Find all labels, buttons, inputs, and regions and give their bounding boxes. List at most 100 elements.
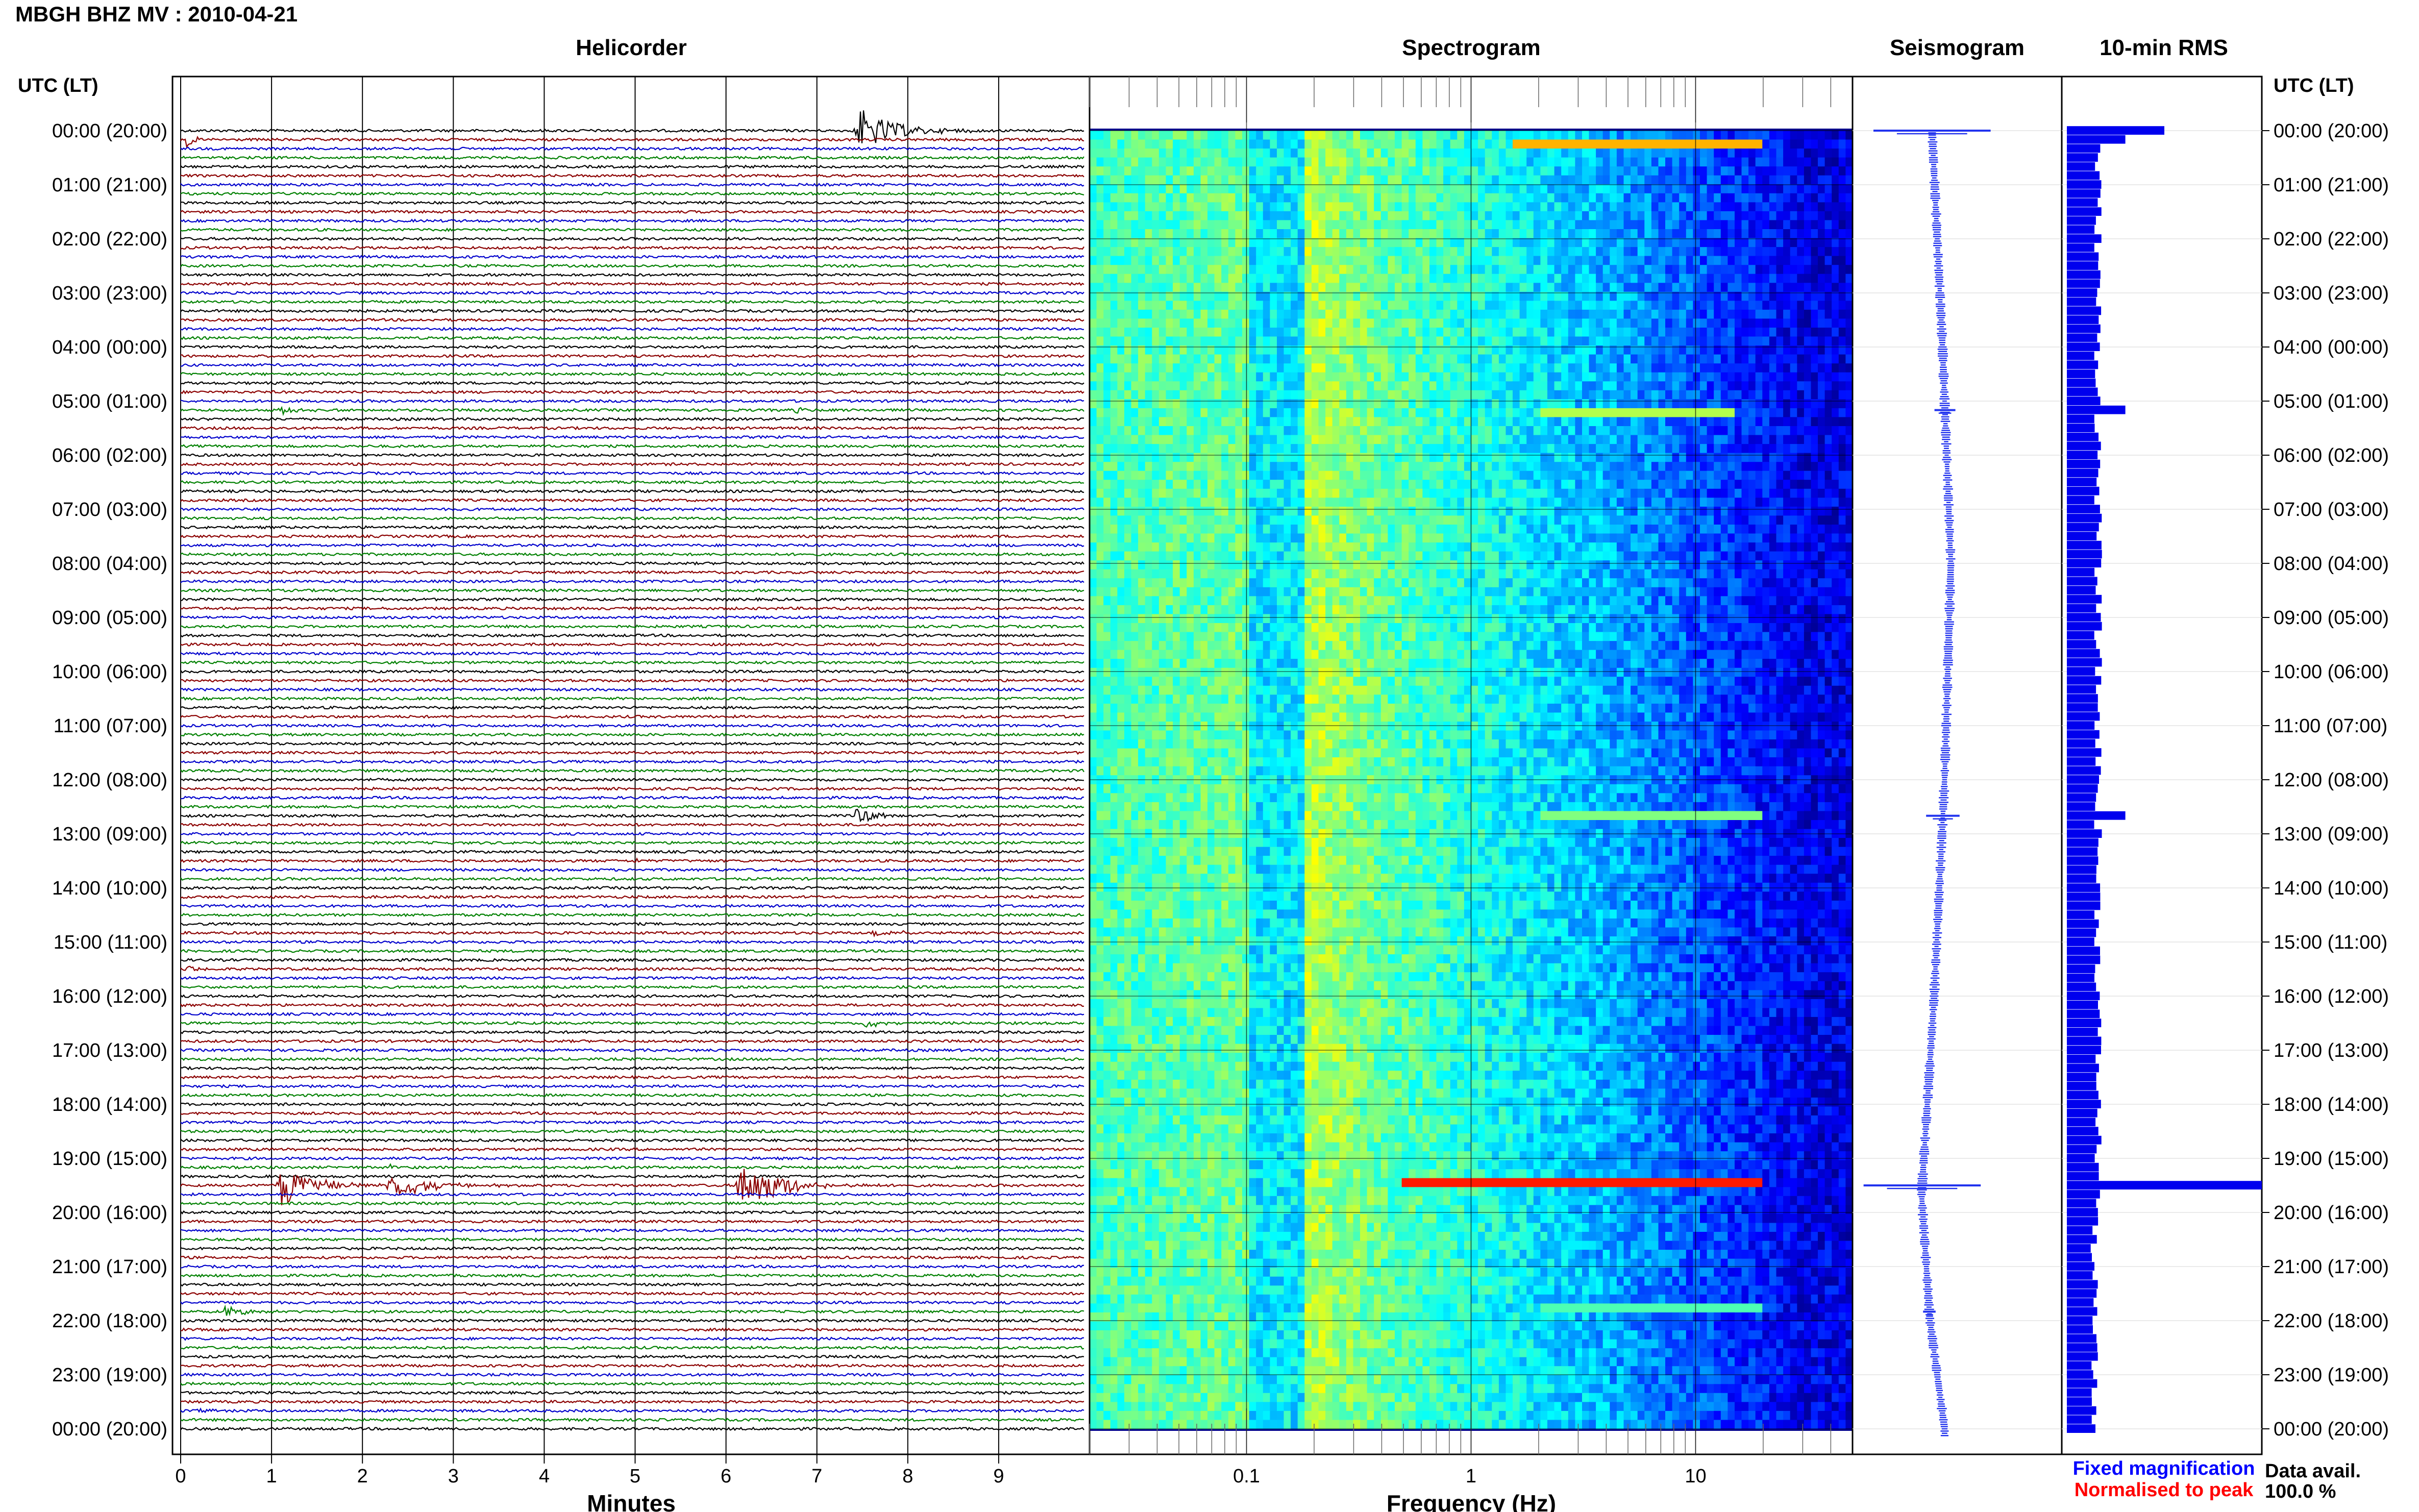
spectrogram-cell: [1644, 444, 1652, 454]
spectrogram-cell: [1138, 498, 1146, 507]
spectrogram-cell: [1138, 408, 1146, 417]
spectrogram-cell: [1471, 390, 1478, 400]
spectrogram-cell: [1554, 211, 1562, 220]
spectrogram-cell: [1443, 381, 1451, 391]
spectrogram-cell: [1263, 301, 1270, 310]
spectrogram-cell: [1429, 274, 1437, 283]
spectrogram-cell: [1540, 193, 1548, 203]
spectrogram-cell: [1797, 211, 1805, 220]
spectrogram-cell: [1769, 470, 1777, 480]
helicorder-trace: [180, 1291, 1084, 1296]
spectrogram-cell: [1547, 426, 1555, 436]
spectrogram-cell: [1395, 229, 1402, 239]
spectrogram-cell: [1623, 480, 1631, 489]
spectrogram-cell: [1679, 184, 1687, 194]
spectrogram-cell: [1790, 274, 1797, 283]
spectrogram-cell: [1270, 265, 1277, 275]
spectrogram-cell: [1610, 399, 1617, 409]
spectrogram-cell: [1090, 291, 1097, 301]
spectrogram-cell: [1152, 193, 1159, 203]
spectrogram-cell: [1714, 229, 1721, 239]
spectrogram-cell: [1228, 220, 1236, 230]
spectrogram-cell: [1790, 488, 1797, 498]
spectrogram-cell: [1804, 211, 1812, 220]
spectrogram-cell: [1131, 184, 1139, 194]
spectrogram-cell: [1762, 184, 1770, 194]
spectrogram-cell: [1686, 417, 1693, 427]
spectrogram-cell: [1679, 417, 1687, 427]
spectrogram-cell: [1318, 229, 1326, 239]
spectrogram-cell: [1179, 131, 1187, 140]
spectrogram-cell: [1242, 399, 1250, 409]
spectrogram-cell: [1720, 166, 1728, 176]
spectrogram-cell: [1380, 283, 1388, 292]
spectrogram-cell: [1575, 247, 1583, 257]
spectrogram-cell: [1103, 309, 1111, 319]
spectrogram-cell: [1776, 488, 1784, 498]
spectrogram-cell: [1242, 328, 1250, 337]
spectrogram-cell: [1374, 309, 1381, 319]
spectrogram-cell: [1187, 318, 1194, 328]
spectrogram-cell: [1762, 256, 1770, 265]
spectrogram-cell: [1235, 274, 1243, 283]
spectrogram-cell: [1498, 435, 1507, 444]
spectrogram-cell: [1346, 148, 1354, 158]
spectrogram-cell: [1325, 148, 1333, 158]
spectrogram-cell: [1568, 211, 1575, 220]
spectrogram-cell: [1637, 211, 1645, 220]
spectrogram-cell: [1519, 131, 1527, 140]
spectrogram-cell: [1616, 131, 1624, 140]
spectrogram-cell: [1596, 498, 1603, 507]
spectrogram-cell: [1769, 381, 1777, 391]
spectrogram-cell: [1707, 157, 1714, 167]
spectrogram-cell: [1131, 345, 1139, 355]
spectrogram-cell: [1769, 354, 1777, 364]
spectrogram-cell: [1776, 247, 1784, 257]
spectrogram-cell: [1568, 470, 1575, 480]
spectrogram-cell: [1644, 139, 1652, 149]
spectrogram-cell: [1214, 462, 1222, 472]
spectrogram-cell: [1783, 301, 1791, 310]
spectrogram-cell: [1700, 131, 1708, 140]
spectrogram-cell: [1124, 309, 1132, 319]
spectrogram-cell: [1249, 211, 1256, 220]
spectrogram-cell: [1602, 131, 1610, 140]
spectrogram-cell: [1429, 488, 1437, 498]
spectrogram-cell: [1110, 229, 1118, 239]
spectrogram-cell: [1235, 184, 1243, 194]
spectrogram-cell: [1380, 480, 1388, 489]
spectrogram-cell: [1401, 265, 1409, 275]
spectrogram-cell: [1117, 426, 1125, 436]
spectrogram-cell: [1693, 184, 1700, 194]
spectrogram-cell: [1353, 372, 1361, 382]
spectrogram-cell: [1138, 256, 1146, 265]
spectrogram-cell: [1249, 372, 1256, 382]
spectrogram-cell: [1804, 372, 1812, 382]
spectrogram-cell: [1513, 265, 1520, 275]
spectrogram-cell: [1769, 193, 1777, 203]
spectrogram-cell: [1832, 354, 1839, 364]
spectrogram-cell: [1318, 318, 1326, 328]
spectrogram-cell: [1270, 480, 1277, 489]
spectrogram-cell: [1179, 193, 1187, 203]
spectrogram-cell: [1797, 345, 1805, 355]
spectrogram-cell: [1505, 238, 1513, 247]
spectrogram-cell: [1415, 256, 1423, 265]
spectrogram-cell: [1103, 506, 1111, 516]
spectrogram-cell: [1631, 211, 1638, 220]
spectrogram-cell: [1401, 408, 1409, 417]
helicorder-trace: [180, 263, 1084, 268]
spectrogram-cell: [1811, 265, 1818, 275]
spectrogram-cell: [1429, 247, 1437, 257]
spectrogram-cell: [1131, 488, 1139, 498]
spectrogram-cell: [1117, 506, 1125, 516]
spectrogram-cell: [1457, 202, 1465, 212]
spectrogram-cell: [1755, 202, 1763, 212]
spectrogram-cell: [1388, 211, 1395, 220]
spectrogram-cell: [1124, 354, 1132, 364]
spectrogram-cell: [1353, 417, 1361, 427]
spectrogram-cell: [1568, 148, 1575, 158]
spectrogram-cell: [1644, 265, 1652, 275]
spectrogram-cell: [1533, 470, 1541, 480]
spectrogram-cell: [1561, 291, 1569, 301]
